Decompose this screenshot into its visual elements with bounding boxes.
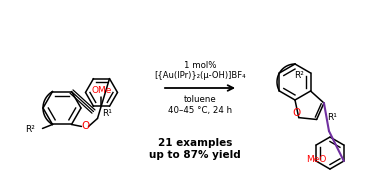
Text: R²: R² (26, 125, 36, 134)
Text: R¹: R¹ (102, 109, 112, 118)
Text: toluene: toluene (184, 95, 217, 105)
Text: 40–45 °C, 24 h: 40–45 °C, 24 h (168, 105, 232, 115)
Text: O: O (292, 108, 301, 118)
Text: up to 87% yield: up to 87% yield (149, 150, 241, 160)
Text: [{Au(IPr)}₂(μ-OH)]BF₄: [{Au(IPr)}₂(μ-OH)]BF₄ (154, 71, 246, 81)
Text: OMe: OMe (91, 86, 112, 95)
Text: MeO: MeO (306, 155, 326, 164)
Text: 21 examples: 21 examples (158, 138, 232, 148)
Text: O: O (82, 122, 90, 132)
Text: R¹: R¹ (327, 113, 337, 122)
Text: R²: R² (294, 70, 304, 80)
Text: 1 mol%: 1 mol% (184, 60, 216, 70)
